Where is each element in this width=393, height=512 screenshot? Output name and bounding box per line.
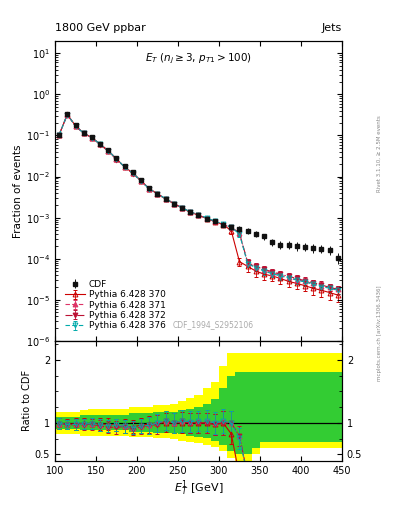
Bar (202, 388, 211, 445)
Bar (317, 372, 325, 442)
Bar (80, 410, 88, 436)
Bar (55, 417, 63, 429)
Bar (268, 372, 276, 442)
Bar (252, 372, 260, 448)
Bar (285, 372, 293, 442)
Bar (219, 388, 227, 445)
Bar (211, 382, 219, 447)
Bar (293, 353, 301, 448)
Bar (293, 372, 301, 442)
Bar (88, 415, 96, 431)
Bar (121, 409, 129, 436)
Y-axis label: Fraction of events: Fraction of events (13, 144, 23, 238)
Bar (104, 409, 112, 436)
Bar (72, 412, 80, 434)
Text: CDF_1994_S2952106: CDF_1994_S2952106 (172, 320, 253, 329)
Bar (145, 407, 153, 437)
Bar (178, 401, 186, 441)
Bar (162, 405, 170, 438)
Legend: CDF, Pythia 6.428 370, Pythia 6.428 371, Pythia 6.428 372, Pythia 6.428 376: CDF, Pythia 6.428 370, Pythia 6.428 371,… (62, 277, 168, 333)
Bar (195, 395, 202, 443)
Bar (235, 353, 244, 461)
Bar (178, 410, 186, 434)
Bar (276, 372, 285, 442)
Bar (104, 415, 112, 431)
Bar (63, 417, 72, 429)
Bar (260, 353, 268, 448)
Bar (153, 405, 162, 438)
Bar (202, 404, 211, 438)
Bar (137, 414, 145, 432)
Bar (260, 372, 268, 442)
Bar (129, 414, 137, 432)
Bar (219, 366, 227, 452)
Y-axis label: Ratio to CDF: Ratio to CDF (22, 370, 32, 432)
Bar (227, 376, 235, 452)
Text: mcplots.cern.ch [arXiv:1306.3436]: mcplots.cern.ch [arXiv:1306.3436] (377, 285, 382, 380)
Bar (268, 353, 276, 448)
Bar (285, 353, 293, 448)
Bar (195, 407, 202, 437)
Bar (309, 372, 317, 442)
Bar (96, 415, 104, 431)
Bar (325, 372, 334, 442)
Bar (211, 399, 219, 441)
Bar (88, 409, 96, 436)
Bar (227, 353, 235, 458)
Bar (170, 404, 178, 439)
Text: Rivet 3.1.10, ≥ 2.5M events: Rivet 3.1.10, ≥ 2.5M events (377, 115, 382, 192)
Bar (334, 353, 342, 448)
Bar (235, 372, 244, 455)
Text: $E_T$ ($n_j \geq 3$, $p_{T1}>100$): $E_T$ ($n_j \geq 3$, $p_{T1}>100$) (145, 52, 252, 66)
Bar (244, 372, 252, 455)
Text: Jets: Jets (321, 23, 342, 33)
Bar (112, 409, 121, 436)
Bar (137, 407, 145, 437)
Bar (63, 412, 72, 434)
Bar (162, 412, 170, 433)
Bar (112, 415, 121, 431)
Bar (276, 353, 285, 448)
Bar (244, 353, 252, 461)
X-axis label: $E_T^1$ [GeV]: $E_T^1$ [GeV] (174, 478, 223, 498)
Bar (325, 353, 334, 448)
Bar (317, 353, 325, 448)
Bar (309, 353, 317, 448)
Bar (145, 414, 153, 432)
Bar (186, 398, 195, 442)
Bar (121, 415, 129, 431)
Text: 1800 GeV ppbar: 1800 GeV ppbar (55, 23, 146, 33)
Bar (301, 372, 309, 442)
Bar (301, 353, 309, 448)
Bar (186, 409, 195, 436)
Bar (252, 353, 260, 455)
Bar (153, 412, 162, 433)
Bar (170, 412, 178, 433)
Bar (334, 372, 342, 442)
Bar (72, 417, 80, 429)
Bar (129, 407, 137, 437)
Bar (80, 415, 88, 431)
Bar (96, 409, 104, 436)
Bar (55, 412, 63, 434)
